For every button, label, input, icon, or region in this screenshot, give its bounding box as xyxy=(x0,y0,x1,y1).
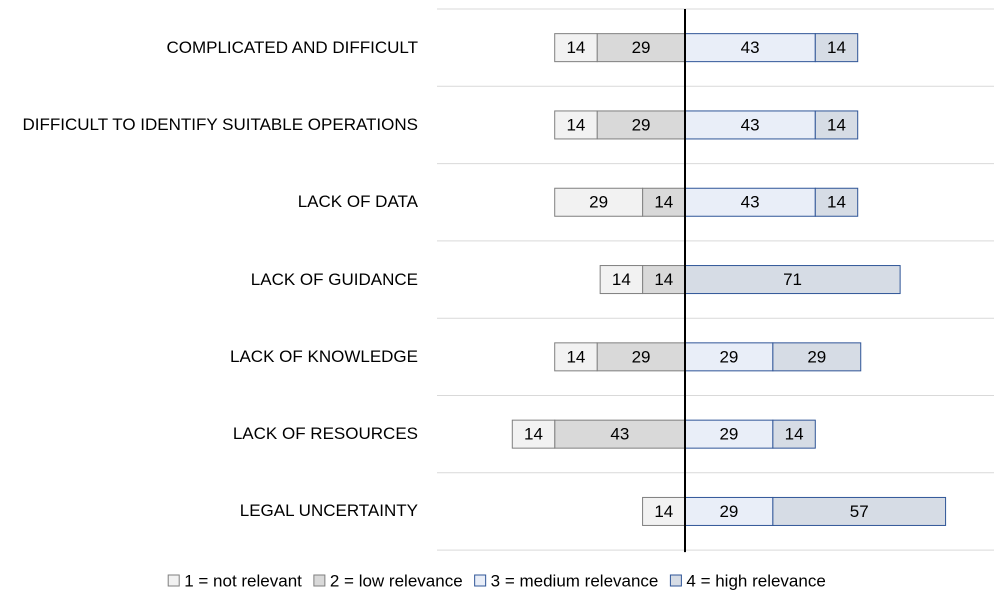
value-label: 71 xyxy=(783,270,802,289)
value-label: 29 xyxy=(719,502,738,521)
bar-segment xyxy=(596,342,686,372)
bar-segment xyxy=(642,187,686,217)
bar-segment xyxy=(596,110,686,140)
value-label: 14 xyxy=(654,270,673,289)
bar-segment xyxy=(814,187,859,217)
value-label: 14 xyxy=(654,193,673,212)
category-label: LEGAL UNCERTAINTY xyxy=(0,481,418,541)
bar-segment xyxy=(554,187,644,217)
value-label: 14 xyxy=(612,270,631,289)
category-label: LACK OF GUIDANCE xyxy=(0,250,418,310)
category-text: LEGAL UNCERTAINTY xyxy=(239,501,418,521)
bar-segment xyxy=(684,187,816,217)
category-label: LACK OF RESOURCES xyxy=(0,404,418,464)
value-label: 14 xyxy=(566,115,585,134)
value-label: 14 xyxy=(785,425,804,444)
value-label: 43 xyxy=(741,193,760,212)
bar-segment xyxy=(814,110,859,140)
bar-segment xyxy=(554,33,598,63)
category-text: LACK OF KNOWLEDGE xyxy=(230,346,418,366)
legend-label: 3 = medium relevance xyxy=(491,571,659,590)
value-label: 29 xyxy=(632,38,651,57)
value-label: 43 xyxy=(610,425,629,444)
legend-label: 4 = high relevance xyxy=(686,571,825,590)
category-label: LACK OF KNOWLEDGE xyxy=(0,327,418,387)
value-label: 14 xyxy=(827,38,846,57)
value-label: 43 xyxy=(741,38,760,57)
bar-segment xyxy=(814,33,859,63)
legend-label: 1 = not relevant xyxy=(184,571,302,590)
bar-segment xyxy=(772,496,947,526)
legend-swatch xyxy=(669,574,682,587)
value-label: 14 xyxy=(654,502,673,521)
value-label: 29 xyxy=(632,115,651,134)
value-label: 14 xyxy=(566,38,585,57)
bar-segment xyxy=(684,496,774,526)
value-label: 57 xyxy=(850,502,869,521)
category-label: DIFFICULT TO IDENTIFY SUITABLE OPERATION… xyxy=(0,95,418,155)
bar-segment xyxy=(599,265,644,295)
value-label: 14 xyxy=(827,193,846,212)
legend-swatch xyxy=(474,574,487,587)
bar-segment xyxy=(684,419,774,449)
legend-swatch xyxy=(313,574,326,587)
bar-segment xyxy=(511,419,556,449)
category-text: LACK OF RESOURCES xyxy=(232,424,418,444)
bar-segment xyxy=(554,110,598,140)
value-label: 29 xyxy=(589,193,608,212)
bar-segment xyxy=(772,342,862,372)
value-label: 14 xyxy=(827,115,846,134)
category-text: LACK OF DATA xyxy=(297,192,418,212)
category-text: LACK OF GUIDANCE xyxy=(250,269,418,289)
legend-label: 2 = low relevance xyxy=(330,571,463,590)
category-label: COMPLICATED AND DIFFICULT xyxy=(0,18,418,78)
value-label: 29 xyxy=(632,347,651,366)
bar-segment xyxy=(554,419,686,449)
value-label: 29 xyxy=(719,347,738,366)
value-label: 43 xyxy=(741,115,760,134)
value-label: 14 xyxy=(524,425,543,444)
bar-segment xyxy=(554,342,598,372)
category-text: DIFFICULT TO IDENTIFY SUITABLE OPERATION… xyxy=(22,114,418,134)
bar-segment xyxy=(684,265,901,295)
legend-swatch xyxy=(167,574,180,587)
value-label: 29 xyxy=(719,425,738,444)
category-text: COMPLICATED AND DIFFICULT xyxy=(166,37,418,57)
bar-segment xyxy=(772,419,816,449)
category-label: LACK OF DATA xyxy=(0,172,418,232)
value-label: 29 xyxy=(807,347,826,366)
value-label: 14 xyxy=(566,347,585,366)
